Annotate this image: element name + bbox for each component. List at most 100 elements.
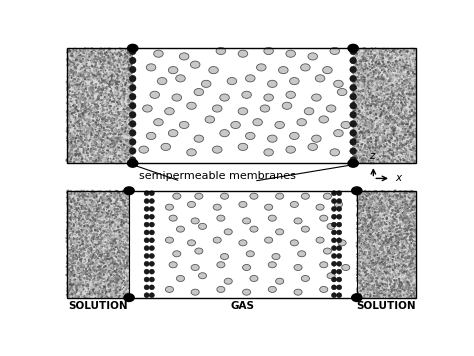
Point xyxy=(118,85,126,90)
Point xyxy=(101,288,109,294)
Point xyxy=(361,239,369,244)
Point xyxy=(377,49,385,55)
Point xyxy=(64,277,71,282)
Point xyxy=(365,207,373,213)
Point xyxy=(68,68,76,74)
Point xyxy=(364,253,371,258)
Circle shape xyxy=(169,215,177,221)
Point xyxy=(128,88,135,93)
Point xyxy=(373,240,380,246)
Point xyxy=(366,232,374,237)
Point xyxy=(390,127,397,133)
Point xyxy=(99,285,107,290)
Point xyxy=(82,58,90,64)
Point xyxy=(64,93,72,99)
Point xyxy=(400,72,407,77)
Point xyxy=(399,292,407,298)
Point xyxy=(366,236,374,242)
Point xyxy=(403,222,411,227)
Point xyxy=(91,201,98,206)
Point xyxy=(411,284,419,290)
Point xyxy=(100,293,108,299)
Point xyxy=(379,219,387,225)
Point xyxy=(404,132,412,137)
Point xyxy=(369,246,377,251)
Point xyxy=(93,77,101,82)
Point xyxy=(382,69,389,74)
Point xyxy=(81,254,88,260)
Point xyxy=(363,278,370,284)
Point xyxy=(381,86,389,91)
Point xyxy=(411,153,419,159)
Point xyxy=(375,100,383,106)
Point xyxy=(86,95,94,101)
Point xyxy=(127,47,135,53)
Point xyxy=(82,105,90,111)
Point xyxy=(389,76,397,82)
Point xyxy=(352,103,360,109)
Point xyxy=(109,121,117,126)
Point xyxy=(108,285,116,290)
Point xyxy=(87,189,94,195)
Point xyxy=(118,154,125,160)
Point xyxy=(385,274,393,279)
Point xyxy=(121,219,129,225)
Point xyxy=(395,68,402,73)
Point xyxy=(114,290,122,296)
Point xyxy=(364,152,371,157)
Point xyxy=(393,226,401,232)
Point xyxy=(94,265,101,270)
Point xyxy=(74,104,82,110)
Point xyxy=(109,138,117,143)
Point xyxy=(374,200,381,206)
Point xyxy=(77,264,85,270)
Point xyxy=(354,213,361,219)
Bar xyxy=(66,48,133,163)
Point xyxy=(115,269,122,274)
Point xyxy=(108,82,116,88)
Point xyxy=(410,289,418,295)
Point xyxy=(352,110,360,116)
Point xyxy=(366,192,374,198)
Point xyxy=(109,276,117,281)
Point xyxy=(120,96,128,101)
Point xyxy=(105,122,112,127)
Point xyxy=(358,284,366,290)
Point xyxy=(101,75,109,81)
Point xyxy=(391,213,398,219)
Point xyxy=(123,261,130,267)
Point xyxy=(97,136,104,142)
Point xyxy=(406,138,413,143)
Point xyxy=(362,66,370,72)
Point xyxy=(96,97,104,103)
Point xyxy=(67,291,74,297)
Point xyxy=(393,85,401,91)
Point xyxy=(125,250,133,255)
Point xyxy=(355,215,363,221)
Point xyxy=(77,285,85,290)
Point xyxy=(108,53,116,59)
Point xyxy=(96,130,104,136)
Ellipse shape xyxy=(337,269,342,274)
Point xyxy=(81,205,88,211)
Point xyxy=(403,216,411,222)
Point xyxy=(356,119,364,124)
Bar xyxy=(66,191,416,298)
Point xyxy=(98,50,105,56)
Point xyxy=(384,96,392,102)
Point xyxy=(357,145,365,151)
Point xyxy=(84,283,92,288)
Point xyxy=(73,211,81,217)
Point xyxy=(77,125,84,130)
Point xyxy=(364,286,371,292)
Point xyxy=(407,103,415,109)
Point xyxy=(368,252,375,257)
Point xyxy=(118,281,125,287)
Point xyxy=(386,147,394,153)
Point xyxy=(87,211,95,216)
Point xyxy=(115,100,122,106)
Point xyxy=(83,229,91,234)
Point xyxy=(105,61,113,67)
Point xyxy=(373,62,381,68)
Point xyxy=(87,125,95,130)
